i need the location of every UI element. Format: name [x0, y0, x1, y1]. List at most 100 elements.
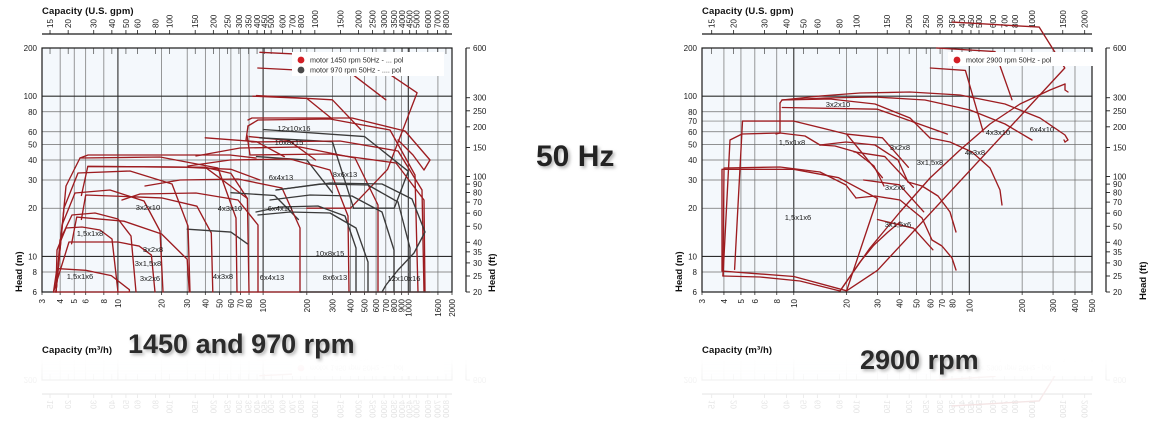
svg-text:600: 600 — [473, 44, 487, 53]
svg-text:20: 20 — [688, 204, 697, 213]
svg-text:100: 100 — [473, 173, 487, 182]
svg-text:400: 400 — [253, 400, 262, 414]
svg-text:10: 10 — [114, 298, 123, 307]
svg-text:1000: 1000 — [1028, 400, 1037, 418]
svg-text:80: 80 — [948, 298, 957, 307]
svg-text:100: 100 — [166, 400, 175, 414]
svg-text:50: 50 — [215, 298, 224, 307]
svg-text:20: 20 — [843, 298, 852, 307]
svg-text:3: 3 — [38, 298, 47, 303]
right-bottom-axis-title: Capacity (m³/h) — [702, 345, 773, 356]
svg-text:70: 70 — [237, 298, 246, 307]
curve-label: 10x8x15 — [316, 249, 345, 258]
svg-text:450: 450 — [260, 400, 269, 414]
svg-text:3500: 3500 — [390, 400, 399, 418]
svg-text:60: 60 — [28, 128, 37, 137]
curve-label: 4x3x10 — [218, 204, 243, 213]
curve-label: 10x8x15 — [275, 138, 304, 147]
svg-text:3000: 3000 — [380, 400, 389, 418]
svg-text:300: 300 — [936, 400, 945, 414]
svg-text:2500: 2500 — [369, 10, 378, 28]
svg-text:40: 40 — [688, 156, 697, 165]
svg-text:1000: 1000 — [311, 400, 320, 418]
svg-text:6: 6 — [751, 298, 760, 303]
svg-text:15: 15 — [46, 19, 55, 28]
svg-text:30: 30 — [28, 176, 37, 185]
svg-text:450: 450 — [967, 400, 976, 414]
svg-text:800: 800 — [1011, 14, 1020, 28]
svg-text:60: 60 — [813, 19, 822, 28]
svg-text:500: 500 — [361, 298, 370, 312]
left-top-axis-title: Capacity (U.S. gpm) — [42, 6, 134, 17]
svg-text:300: 300 — [235, 14, 244, 28]
svg-text:4500: 4500 — [406, 400, 415, 418]
svg-text:20: 20 — [730, 400, 739, 409]
svg-text:40: 40 — [895, 298, 904, 307]
left-chart-panel: Capacity (U.S. gpm) Capacity (m³/h) Head… — [0, 0, 560, 428]
svg-text:100: 100 — [24, 92, 38, 101]
frequency-badge: 50 Hz — [536, 140, 615, 173]
svg-text:500: 500 — [267, 400, 276, 414]
svg-text:100: 100 — [166, 14, 175, 28]
svg-text:30: 30 — [90, 19, 99, 28]
svg-text:450: 450 — [967, 14, 976, 28]
svg-text:300: 300 — [328, 298, 337, 312]
svg-text:300: 300 — [235, 400, 244, 414]
svg-text:500: 500 — [267, 14, 276, 28]
svg-text:80: 80 — [835, 400, 844, 409]
svg-text:600: 600 — [372, 298, 381, 312]
svg-text:300: 300 — [936, 14, 945, 28]
svg-text:60: 60 — [133, 19, 142, 28]
svg-text:3500: 3500 — [390, 10, 399, 28]
curve-label: 3x1,5x6 — [885, 220, 912, 229]
curve-label: 3x2x6 — [885, 183, 905, 192]
svg-text:20: 20 — [64, 400, 73, 409]
svg-text:40: 40 — [108, 400, 117, 409]
svg-text:350: 350 — [948, 14, 957, 28]
svg-text:200: 200 — [905, 400, 914, 414]
svg-text:600: 600 — [279, 14, 288, 28]
svg-text:800: 800 — [297, 400, 306, 414]
svg-text:700: 700 — [382, 298, 391, 312]
svg-text:300: 300 — [1113, 94, 1127, 103]
chart-legend: motor 2900 rpm 50Hz - pol — [948, 52, 1100, 66]
svg-text:400: 400 — [1071, 298, 1080, 312]
svg-text:200: 200 — [24, 44, 38, 53]
svg-text:20: 20 — [1113, 288, 1122, 297]
left-bottom-axis-title: Capacity (m³/h) — [42, 345, 113, 356]
svg-text:500: 500 — [1088, 298, 1097, 312]
svg-text:900: 900 — [398, 298, 407, 312]
svg-text:250: 250 — [922, 14, 931, 28]
svg-text:80: 80 — [835, 19, 844, 28]
svg-text:400: 400 — [347, 298, 356, 312]
svg-text:2000: 2000 — [1081, 400, 1090, 418]
svg-text:6: 6 — [33, 288, 38, 297]
svg-text:8000: 8000 — [442, 10, 451, 28]
svg-text:20: 20 — [158, 298, 167, 307]
svg-text:60: 60 — [1113, 209, 1122, 218]
svg-text:40: 40 — [473, 238, 482, 247]
svg-text:2000: 2000 — [355, 400, 364, 418]
svg-text:600: 600 — [1113, 375, 1127, 384]
svg-text:700: 700 — [288, 400, 297, 414]
chart-reflection: 3456810203040506070801002003004005006007… — [0, 111, 560, 428]
svg-text:35: 35 — [473, 248, 482, 257]
curve-label: 3x1,5x8 — [135, 259, 162, 268]
svg-text:4: 4 — [56, 298, 65, 303]
svg-text:60: 60 — [813, 400, 822, 409]
curve-label: 1,5x1x8 — [779, 138, 806, 147]
svg-text:600: 600 — [279, 400, 288, 414]
curve-label: 6x4x10 — [268, 204, 293, 213]
svg-text:600: 600 — [989, 14, 998, 28]
curve-label: 6x4x13 — [260, 273, 285, 282]
svg-text:50: 50 — [28, 140, 37, 149]
svg-text:6: 6 — [82, 298, 91, 303]
svg-text:30: 30 — [473, 259, 482, 268]
svg-text:90: 90 — [473, 180, 482, 189]
svg-text:5000: 5000 — [412, 400, 421, 418]
svg-text:4500: 4500 — [406, 10, 415, 28]
svg-text:150: 150 — [191, 14, 200, 28]
curve-label: 1,5x1x6 — [67, 272, 94, 281]
svg-text:30: 30 — [90, 400, 99, 409]
